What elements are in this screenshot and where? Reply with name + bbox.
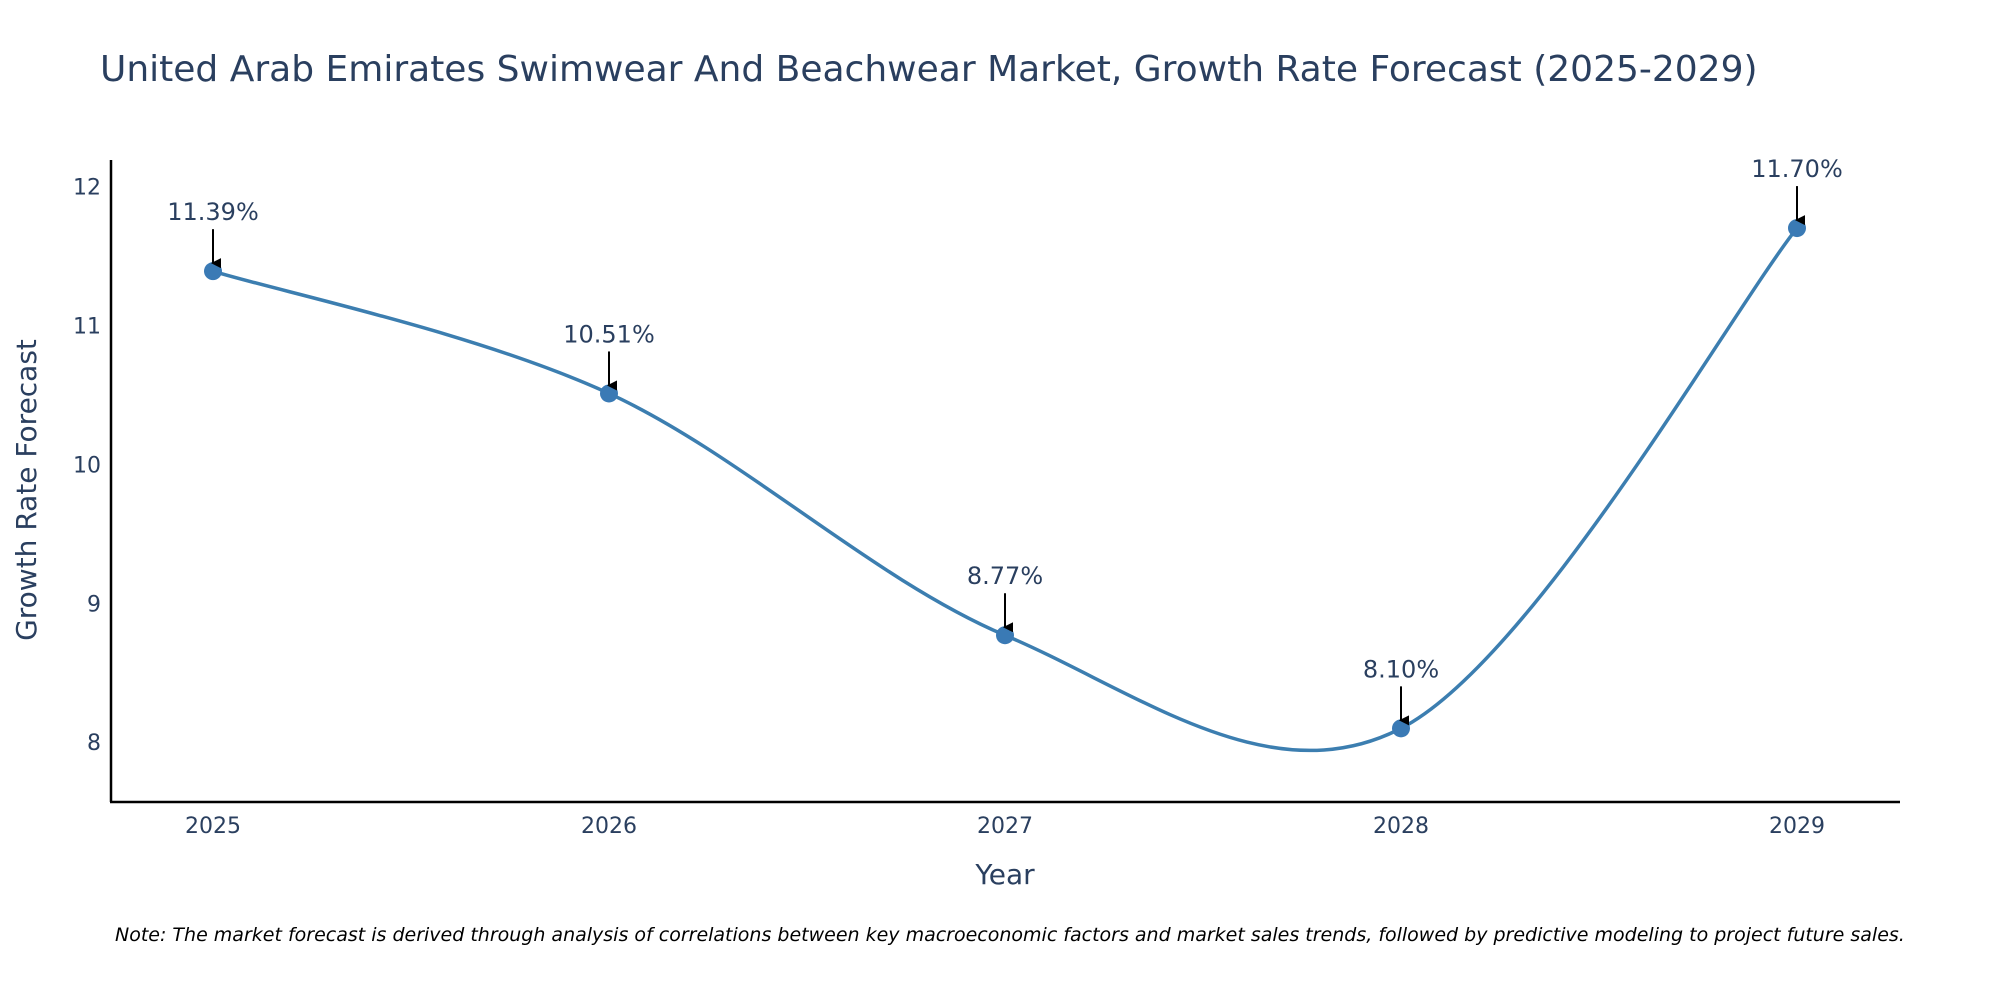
- x-tick-label: 2029: [1769, 814, 1825, 839]
- y-axis-title: Growth Rate Forecast: [10, 339, 43, 641]
- data-point: [204, 262, 222, 281]
- data-label: 11.70%: [1751, 155, 1843, 183]
- y-tick-label: 11: [73, 314, 101, 339]
- chart-title: United Arab Emirates Swimwear And Beachw…: [100, 49, 1758, 90]
- x-tick-label: 2027: [977, 814, 1033, 839]
- data-label: 8.10%: [1363, 655, 1439, 683]
- y-tick-label: 12: [73, 175, 101, 200]
- x-tick-label: 2026: [581, 814, 637, 839]
- data-point: [996, 626, 1014, 645]
- data-annotations: 11.39% 10.51% 8.77% 8.10% 11.70%: [167, 155, 1843, 726]
- data-point: [1392, 719, 1410, 738]
- y-tick-label: 8: [87, 731, 101, 756]
- x-axis-title: Year: [974, 858, 1035, 891]
- data-label: 10.51%: [563, 320, 655, 348]
- y-tick-label: 10: [73, 453, 101, 478]
- x-axis-ticks: 2025 2026 2027 2028 2029: [185, 814, 1825, 839]
- x-tick-label: 2025: [185, 814, 241, 839]
- footnote: Note: The market forecast is derived thr…: [115, 924, 1905, 946]
- y-axis-ticks: 8 9 10 11 12: [73, 175, 101, 756]
- x-tick-label: 2028: [1373, 814, 1429, 839]
- series-line: [212, 227, 1799, 753]
- data-label: 11.39%: [167, 198, 259, 226]
- data-point: [600, 384, 618, 403]
- data-label: 8.77%: [967, 562, 1043, 590]
- y-tick-label: 9: [87, 592, 101, 617]
- data-point: [1788, 219, 1806, 238]
- data-markers: [204, 219, 1806, 738]
